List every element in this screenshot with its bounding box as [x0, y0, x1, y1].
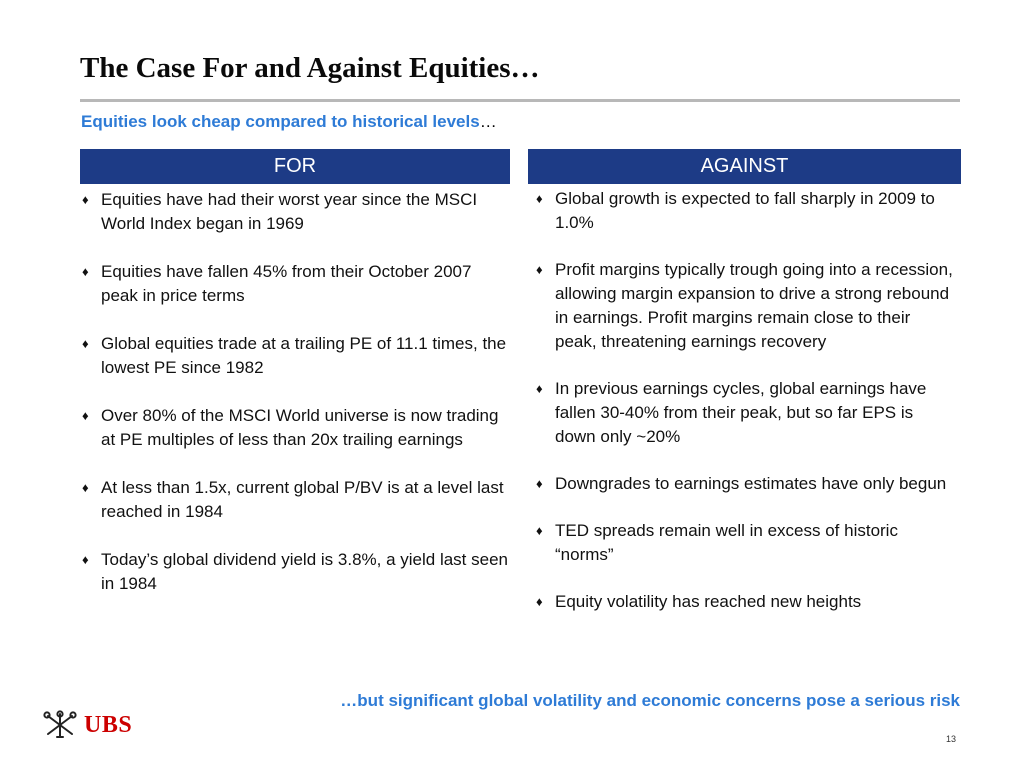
list-item-text: Today’s global dividend yield is 3.8%, a… [101, 550, 508, 593]
list-item: ♦ Today’s global dividend yield is 3.8%, … [82, 548, 512, 596]
diamond-bullet-icon: ♦ [82, 552, 89, 567]
ubs-keys-icon [43, 710, 77, 738]
list-item: ♦ Over 80% of the MSCI World universe is … [82, 404, 512, 452]
list-item-text: Global equities trade at a trailing PE o… [101, 334, 507, 377]
diamond-bullet-icon: ♦ [536, 594, 543, 609]
diamond-bullet-icon: ♦ [82, 480, 89, 495]
list-item-text: Equity volatility has reached new height… [555, 592, 862, 611]
ubs-logo: UBS [42, 710, 132, 740]
slide-title: The Case For and Against Equities… [80, 52, 540, 84]
against-column-header: AGAINST [528, 149, 961, 184]
list-item: ♦ Equities have had their worst year sinc… [82, 188, 512, 236]
list-item: ♦ In previous earnings cycles, global ear… [536, 377, 956, 449]
title-divider [80, 99, 960, 102]
list-item-text: Over 80% of the MSCI World universe is n… [101, 406, 499, 449]
diamond-bullet-icon: ♦ [82, 336, 89, 351]
list-item-text: At less than 1.5x, current global P/BV i… [101, 478, 504, 521]
list-item: ♦ Profit margins typically trough going i… [536, 258, 956, 354]
list-item: ♦ Global equities trade at a trailing PE … [82, 332, 512, 380]
list-item-text: Downgrades to earnings estimates have on… [555, 474, 947, 493]
page-number: 13 [946, 734, 957, 744]
subtitle-ellipsis: … [479, 112, 497, 131]
list-item: ♦ TED spreads remain well in excess of hi… [536, 519, 956, 567]
list-item: ♦ Downgrades to earnings estimates have o… [536, 472, 956, 496]
list-item: ♦ Equity volatility has reached new heigh… [536, 590, 956, 614]
diamond-bullet-icon: ♦ [536, 381, 543, 396]
for-column-header: FOR [80, 149, 510, 184]
subtitle-text: Equities look cheap compared to historic… [81, 112, 480, 131]
list-item: ♦ Equities have fallen 45% from their Oct… [82, 260, 512, 308]
list-item: ♦ Global growth is expected to fall sharp… [536, 187, 956, 235]
against-list: ♦ Global growth is expected to fall sharp… [536, 187, 956, 637]
diamond-bullet-icon: ♦ [536, 191, 543, 206]
conclusion-text: …but significant global volatility and e… [340, 691, 960, 710]
diamond-bullet-icon: ♦ [536, 262, 543, 277]
list-item-text: Profit margins typically trough going in… [555, 260, 953, 351]
diamond-bullet-icon: ♦ [82, 192, 89, 207]
list-item-text: In previous earnings cycles, global earn… [555, 379, 927, 446]
list-item-text: TED spreads remain well in excess of his… [555, 521, 898, 564]
diamond-bullet-icon: ♦ [536, 523, 543, 538]
diamond-bullet-icon: ♦ [82, 264, 89, 279]
diamond-bullet-icon: ♦ [536, 476, 543, 491]
list-item-text: Equities have had their worst year since… [101, 190, 478, 233]
diamond-bullet-icon: ♦ [82, 408, 89, 423]
for-list: ♦ Equities have had their worst year sinc… [82, 188, 512, 620]
ubs-logo-text: UBS [84, 711, 133, 738]
list-item-text: Global growth is expected to fall sharpl… [555, 189, 935, 232]
slide-subtitle: Equities look cheap compared to historic… [81, 112, 497, 132]
list-item: ♦ At less than 1.5x, current global P/BV … [82, 476, 512, 524]
list-item-text: Equities have fallen 45% from their Octo… [101, 262, 472, 305]
